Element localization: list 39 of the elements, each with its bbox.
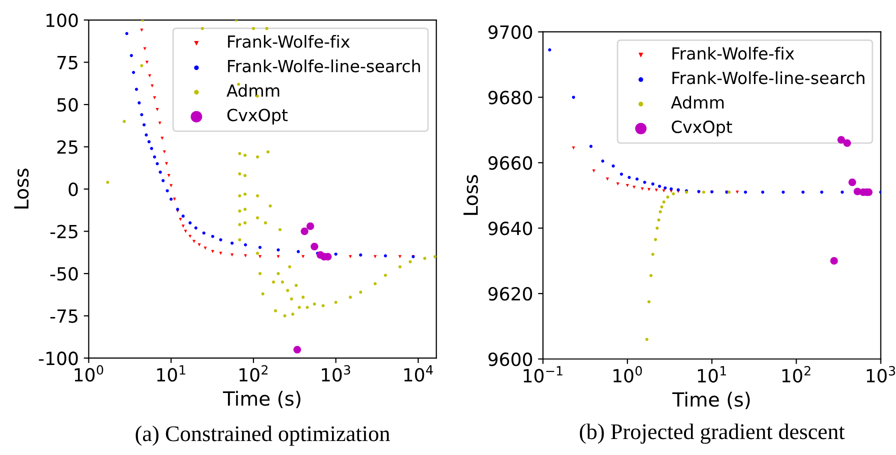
y-tick-label: 9640 xyxy=(488,222,532,236)
y-tick-label: 100 xyxy=(46,13,78,28)
x-axis-title: Time (s) xyxy=(222,390,300,408)
legend-label: Frank-Wolfe-fix xyxy=(228,35,350,48)
x-tick-label: 10$^{1}$ xyxy=(698,366,726,383)
y-tick-label: 0 xyxy=(68,182,78,196)
y-tick-label: -75 xyxy=(50,310,78,323)
legend-label: CvxOpt xyxy=(672,120,732,136)
y-tick-label: 75 xyxy=(57,56,78,70)
y-tick-label: 9660 xyxy=(488,156,532,170)
y-tick-label: 9680 xyxy=(488,90,532,104)
y-axis-title: Loss xyxy=(464,175,478,215)
x-axis-title: Time (s) xyxy=(672,392,750,410)
y-tick-label: -50 xyxy=(50,267,78,281)
y-tick-label: 9600 xyxy=(488,352,532,366)
x-tick-label: 10$^{−1}$ xyxy=(524,366,562,383)
y-tick-label: 50 xyxy=(57,98,78,112)
legend-label: Frank-Wolfe-fix xyxy=(672,46,794,60)
y-tick-label: 25 xyxy=(57,140,78,154)
x-tick-label: 10$^{0}$ xyxy=(614,366,642,383)
x-tick-label: 10$^{1}$ xyxy=(157,365,186,382)
x-tick-label: 10$^{2}$ xyxy=(782,366,810,383)
x-tick-label: 10$^{2}$ xyxy=(240,365,268,382)
text: (b) Projected gradient descent xyxy=(580,424,845,444)
x-tick-label: 10$^{0}$ xyxy=(74,365,104,382)
legend-label: Frank-Wolfe-line-search xyxy=(228,59,420,72)
y-tick-label: -100 xyxy=(38,352,78,366)
y-tick-label: 9700 xyxy=(488,25,532,39)
text: (a) Constrained optimization xyxy=(136,426,390,446)
x-tick-label: 10$^{3}$ xyxy=(322,365,350,382)
x-tick-label: 10$^{3}$ xyxy=(866,366,896,383)
y-axis-title: Loss xyxy=(14,168,29,208)
y-tick-label: 9620 xyxy=(488,287,532,301)
x-tick-label: 10$^{4}$ xyxy=(404,365,433,382)
legend-label: Admm xyxy=(226,84,280,97)
legend-label: Admm xyxy=(670,96,724,109)
legend-label: CvxOpt xyxy=(227,108,288,125)
y-tick-label: -25 xyxy=(50,224,78,238)
legend-label: Frank-Wolfe-line-search xyxy=(672,71,864,84)
